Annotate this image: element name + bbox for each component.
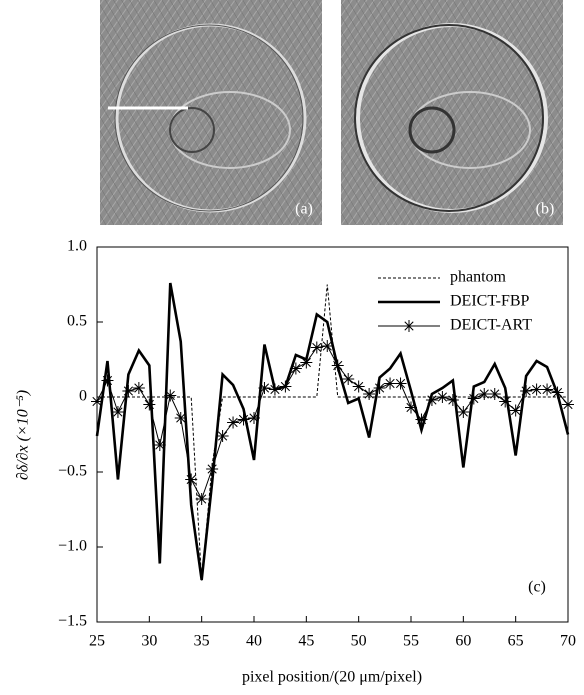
point-marker xyxy=(363,388,376,400)
point-marker xyxy=(164,389,177,402)
x-tick-label: 65 xyxy=(508,633,524,650)
point-marker xyxy=(499,395,512,408)
x-tick-label: 35 xyxy=(194,633,210,650)
point-marker xyxy=(174,412,187,424)
x-tick-label: 40 xyxy=(246,633,262,650)
point-marker xyxy=(415,413,428,426)
point-marker xyxy=(509,404,522,417)
point-marker xyxy=(541,383,554,396)
y-tick-label: 0 xyxy=(79,388,87,405)
point-marker xyxy=(216,430,229,442)
point-marker xyxy=(289,362,302,375)
panel-label: (a) xyxy=(295,201,313,218)
point-marker xyxy=(478,388,491,400)
point-marker xyxy=(237,413,250,426)
point-marker xyxy=(436,391,449,403)
x-tick-label: 25 xyxy=(89,633,105,650)
y-tick-label: 0.5 xyxy=(67,313,87,330)
point-marker xyxy=(227,416,240,429)
point-marker xyxy=(446,394,459,406)
point-marker xyxy=(373,382,386,394)
x-axis-label: pixel position/(20 μm/pixel) xyxy=(242,669,422,686)
point-marker xyxy=(562,398,574,411)
point-marker xyxy=(122,385,135,397)
x-tick-label: 30 xyxy=(141,633,157,650)
point-marker xyxy=(384,377,397,390)
point-marker xyxy=(530,383,543,396)
series-line xyxy=(95,282,570,581)
legend-label: DEICT-ART xyxy=(450,317,532,334)
point-marker xyxy=(258,382,271,394)
point-marker xyxy=(206,463,219,475)
point-marker xyxy=(300,356,313,369)
y-tick-label: −0.5 xyxy=(58,463,87,480)
point-marker xyxy=(457,406,470,418)
image-a: (a) xyxy=(100,0,322,225)
y-tick-label: 1.0 xyxy=(67,238,87,255)
legend-label: phantom xyxy=(450,269,507,286)
point-marker xyxy=(248,412,260,424)
point-marker xyxy=(467,392,480,405)
x-tick-label: 45 xyxy=(298,633,314,650)
x-tick-label: 55 xyxy=(403,633,419,650)
point-marker xyxy=(551,386,564,399)
point-marker xyxy=(488,388,501,400)
point-marker xyxy=(342,373,355,385)
point-marker xyxy=(352,380,365,393)
point-marker xyxy=(268,383,281,396)
y-tick-label: −1.5 xyxy=(58,613,87,630)
point-marker xyxy=(111,406,124,418)
point-marker xyxy=(520,385,533,397)
point-marker xyxy=(153,439,166,451)
image-b: (b) xyxy=(341,0,563,225)
x-tick-label: 50 xyxy=(351,633,367,650)
point-marker xyxy=(279,380,292,393)
y-tick-label: −1.0 xyxy=(58,538,87,555)
point-marker xyxy=(310,341,323,354)
point-marker xyxy=(91,395,103,408)
panel-label: (c) xyxy=(528,579,546,596)
panel-label: (b) xyxy=(536,201,555,218)
y-axis-label: ∂δ/∂x (×10⁻⁵) xyxy=(15,390,32,480)
point-marker xyxy=(132,382,145,394)
point-marker xyxy=(143,398,156,411)
point-marker xyxy=(185,473,198,486)
point-marker xyxy=(394,377,407,390)
point-marker xyxy=(321,340,334,352)
x-tick-label: 70 xyxy=(560,633,576,650)
point-marker xyxy=(405,401,417,414)
point-marker xyxy=(101,374,114,387)
point-marker xyxy=(195,493,208,505)
point-marker xyxy=(425,394,438,406)
x-tick-label: 60 xyxy=(455,633,471,650)
point-marker xyxy=(331,359,344,372)
legend-marker xyxy=(403,320,415,332)
legend-label: DEICT-FBP xyxy=(450,293,530,310)
